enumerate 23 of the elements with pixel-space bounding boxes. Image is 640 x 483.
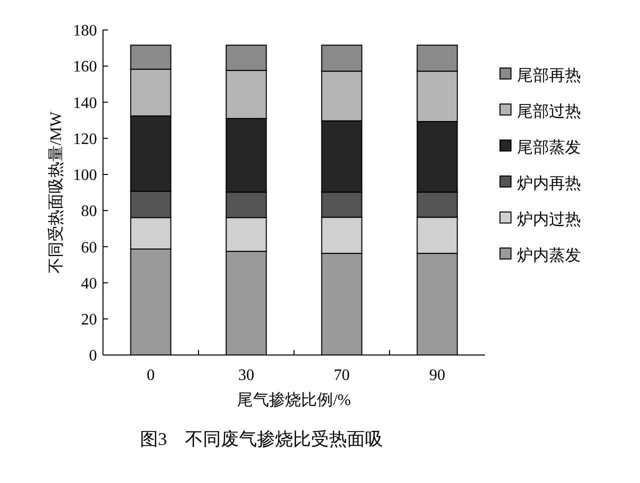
y-tick-label: 60 [81,239,97,256]
x-tick-label: 30 [238,367,254,384]
x-axis-title: 尾气掺烧比例/% [237,391,351,409]
y-tick-label: 180 [73,22,97,40]
y-tick-label: 140 [73,94,97,112]
y-tick-label: 100 [73,167,97,184]
x-tick-label: 90 [429,367,446,384]
legend-label: 炉内过热 [517,210,581,229]
legend-label: 尾部再热 [517,66,581,85]
legend-label: 尾部蒸发 [517,138,581,157]
y-tick-label: 80 [81,203,97,220]
x-tick-label: 70 [334,367,350,384]
y-tick-label: 120 [73,130,97,148]
x-tick-label: 0 [146,367,155,384]
legend-label: 尾部过热 [517,102,581,121]
caption: 图3 不同废气掺烧比受热面吸 [140,429,383,449]
y-tick-label: 40 [81,275,97,292]
y-tick-label: 20 [81,311,97,328]
y-axis-title: 不同受热面吸热量/MW [47,110,65,274]
y-tick-label: 0 [89,348,97,365]
legend-label: 炉内再热 [517,174,581,193]
y-tick-label: 160 [73,58,97,76]
legend-label: 炉内蒸发 [517,246,581,265]
